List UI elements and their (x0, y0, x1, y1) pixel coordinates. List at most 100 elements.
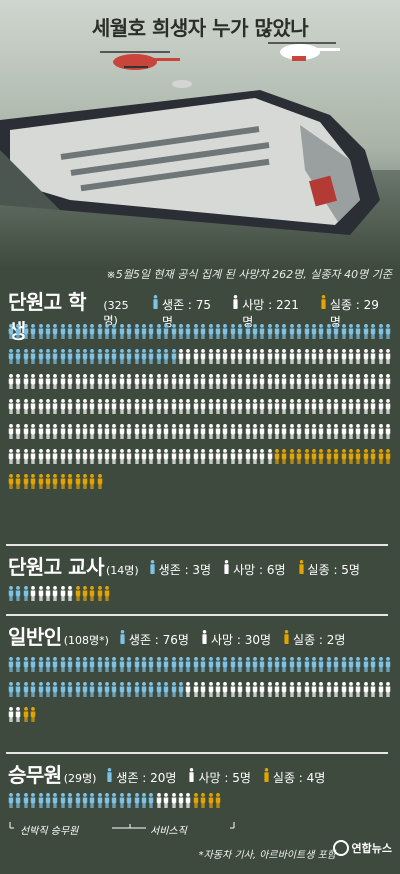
person-survived-icon (304, 657, 309, 672)
group-count: (14명) (105, 564, 139, 577)
person-missing-icon (378, 449, 383, 464)
person-missing-icon (341, 449, 346, 464)
person-dead-icon (186, 424, 191, 439)
person-survived-icon (385, 324, 391, 339)
person-dead-icon (363, 682, 368, 697)
person-dead-icon (267, 424, 272, 439)
person-dead-icon (171, 449, 176, 464)
person-missing-icon (82, 586, 88, 601)
person-survived-icon (104, 657, 110, 672)
person-survived-icon (193, 324, 199, 339)
person-dead-icon (296, 374, 302, 389)
person-survived-icon (370, 657, 376, 672)
person-survived-icon (112, 657, 117, 672)
person-dead-icon (112, 399, 117, 414)
person-dead-icon (370, 682, 376, 697)
person-dead-icon (193, 424, 199, 439)
group-count: (108명*) (63, 634, 109, 647)
person-dead-icon (341, 682, 346, 697)
person-dead-icon (378, 374, 383, 389)
person-survived-icon (97, 657, 102, 672)
person-missing-icon (282, 449, 287, 464)
person-dead-icon (215, 349, 221, 364)
person-missing-icon (30, 707, 36, 722)
person-dead-icon (356, 399, 361, 414)
person-dead-icon (282, 424, 287, 439)
person-survived-icon (378, 657, 383, 672)
person-survived-icon (60, 349, 65, 364)
person-survived-icon (141, 657, 147, 672)
person-missing-icon (263, 768, 270, 785)
person-dead-icon (296, 682, 302, 697)
person-survived-icon (97, 324, 102, 339)
person-survived-icon (156, 657, 162, 672)
person-survived-icon (127, 349, 132, 364)
person-dead-icon (232, 295, 239, 312)
crew-bracket (9, 822, 235, 829)
person-dead-icon (134, 399, 139, 414)
person-survived-icon (8, 324, 14, 339)
person-dead-icon (245, 449, 250, 464)
person-dead-icon (304, 682, 309, 697)
person-survived-icon (127, 682, 132, 697)
person-survived-icon (82, 682, 88, 697)
legend-survived: 생존 : 3명 (149, 560, 211, 578)
person-survived-icon (200, 324, 206, 339)
page-title: 세월호 희생자 누가 많았나 (91, 15, 309, 40)
person-dead-icon (200, 399, 206, 414)
person-survived-icon (8, 586, 14, 601)
people-grid (0, 655, 396, 724)
person-dead-icon (60, 374, 65, 389)
person-dead-icon (16, 374, 21, 389)
group-count: (325명) (103, 299, 129, 327)
person-dead-icon (274, 424, 280, 439)
person-survived-icon (378, 324, 383, 339)
legend-survived: 생존 : 76명 (119, 630, 189, 648)
person-dead-icon (289, 682, 295, 697)
person-missing-icon (274, 449, 280, 464)
person-survived-icon (245, 657, 250, 672)
person-survived-icon (341, 324, 346, 339)
crew-sub-right: 서비스직 (150, 826, 187, 837)
person-dead-icon (319, 424, 324, 439)
person-dead-icon (156, 374, 162, 389)
person-survived-icon (23, 349, 29, 364)
person-missing-icon (30, 474, 36, 489)
person-missing-icon (38, 474, 43, 489)
person-dead-icon (178, 793, 184, 808)
person-dead-icon (186, 349, 191, 364)
person-dead-icon (326, 682, 332, 697)
person-dead-icon (67, 399, 73, 414)
person-survived-icon (385, 657, 391, 672)
person-survived-icon (119, 630, 126, 647)
person-dead-icon (186, 682, 191, 697)
person-survived-icon (75, 657, 80, 672)
person-survived-icon (163, 349, 169, 364)
person-survived-icon (186, 657, 191, 672)
person-dead-icon (282, 682, 287, 697)
person-dead-icon (245, 424, 250, 439)
person-survived-icon (127, 324, 132, 339)
ferry-photo-illustration (0, 0, 400, 268)
person-dead-icon (223, 560, 230, 577)
person-missing-icon (363, 449, 368, 464)
person-survived-icon (97, 349, 102, 364)
person-survived-icon (104, 349, 110, 364)
person-survived-icon (134, 793, 139, 808)
person-dead-icon (201, 630, 208, 647)
person-missing-icon (200, 793, 206, 808)
person-missing-icon (23, 707, 29, 722)
person-survived-icon (16, 324, 21, 339)
person-dead-icon (23, 374, 29, 389)
person-dead-icon (141, 399, 147, 414)
person-dead-icon (267, 349, 272, 364)
person-dead-icon (82, 399, 88, 414)
person-dead-icon (237, 349, 243, 364)
person-survived-icon (104, 682, 110, 697)
person-dead-icon (38, 399, 43, 414)
person-survived-icon (67, 657, 73, 672)
person-survived-icon (163, 324, 169, 339)
person-dead-icon (82, 374, 88, 389)
person-dead-icon (370, 424, 376, 439)
person-dead-icon (311, 399, 317, 414)
